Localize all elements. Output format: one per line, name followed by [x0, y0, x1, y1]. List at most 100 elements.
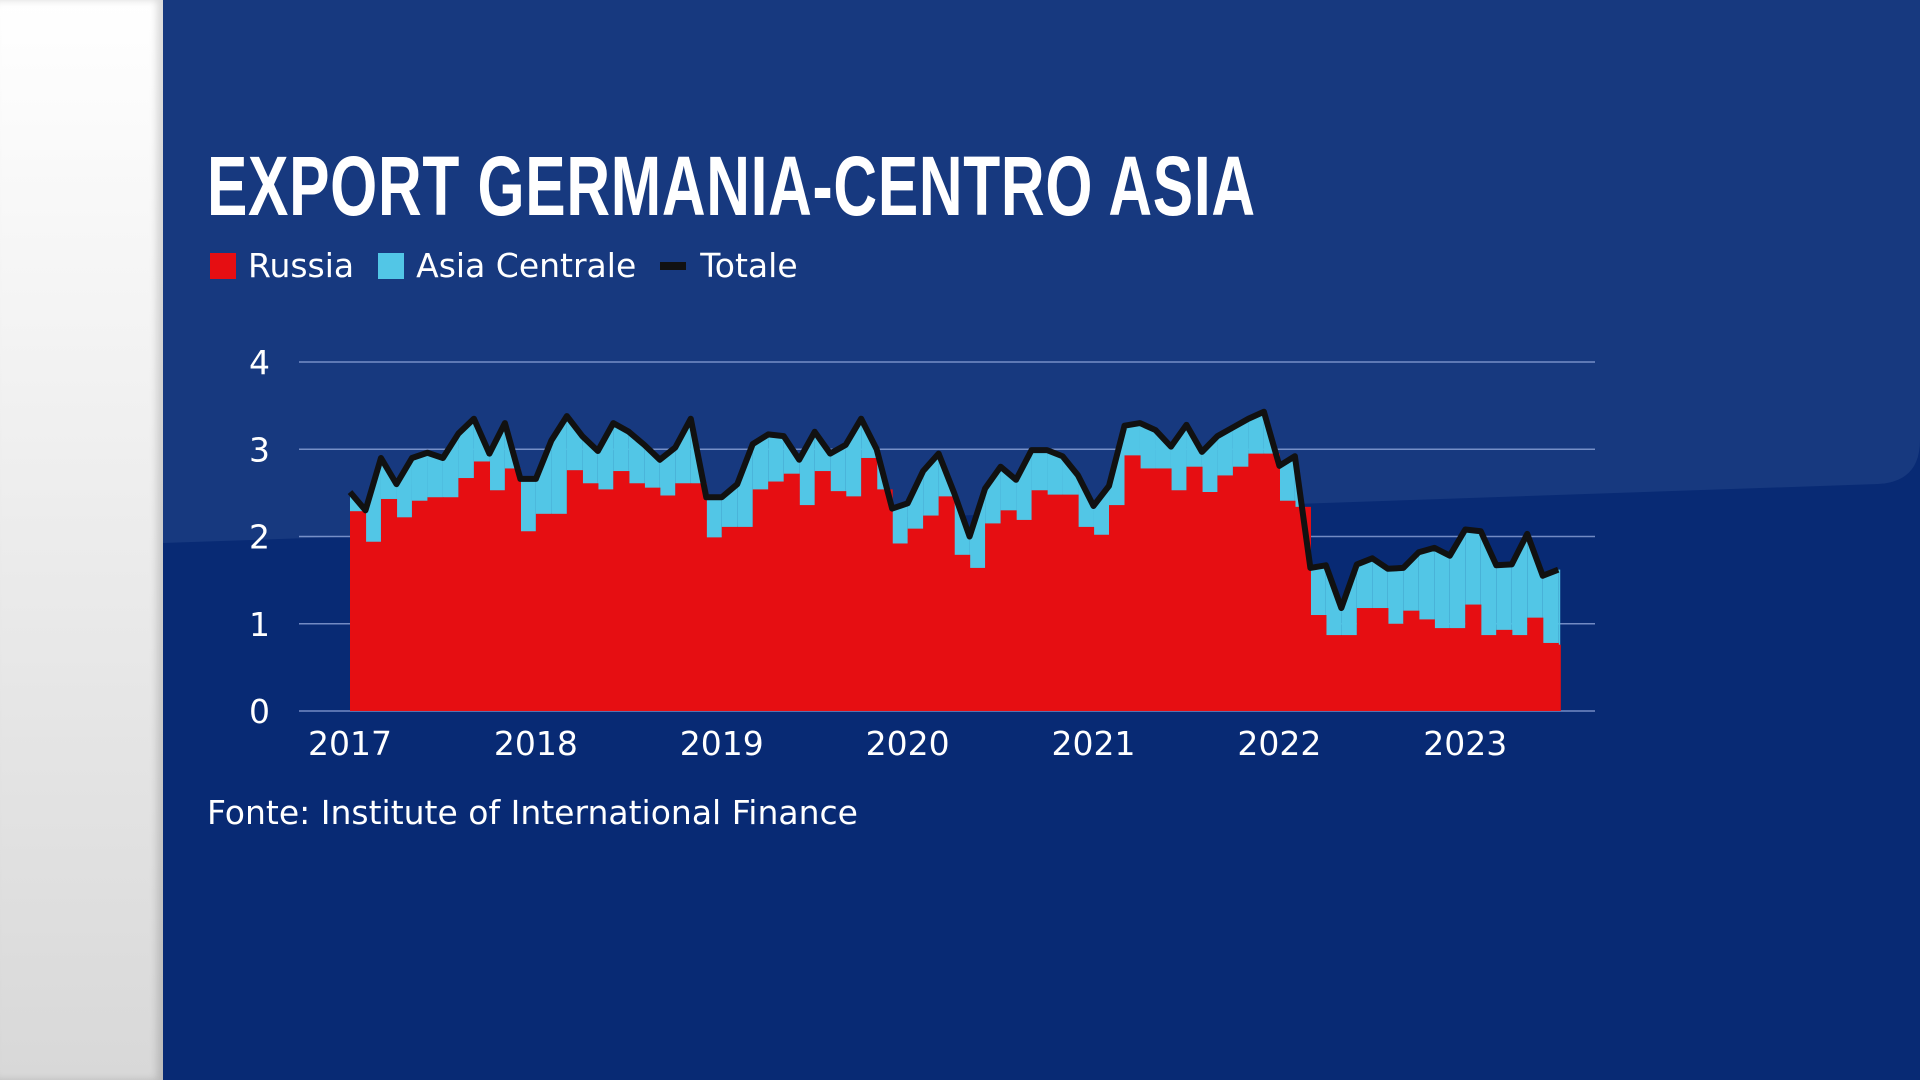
russia-bar [644, 487, 661, 711]
russia-bar [1248, 453, 1265, 711]
russia-bar [1434, 628, 1451, 711]
russia-bar [535, 513, 552, 711]
russia-bar [1016, 519, 1033, 711]
russia-bar [1109, 505, 1126, 711]
legend: Russia Asia Centrale Totale [210, 246, 822, 285]
russia-bar [1356, 608, 1373, 711]
russia-bar [380, 498, 398, 711]
russia-bar [628, 483, 645, 711]
russia-bar [892, 543, 909, 711]
totale-line-icon [660, 261, 687, 270]
russia-bar [1542, 642, 1559, 711]
asia-centrale-swatch-icon [378, 252, 405, 279]
x-tick-label: 2021 [1052, 724, 1136, 763]
x-tick-label: 2023 [1423, 724, 1507, 763]
russia-bar [1217, 475, 1234, 711]
russia-bar [1031, 490, 1048, 711]
russia-bar [520, 531, 537, 711]
y-tick-label: 3 [249, 430, 270, 469]
x-tick-label: 2020 [866, 724, 950, 763]
russia-bar [1000, 510, 1017, 711]
russia-bar [1372, 608, 1389, 711]
russia-bar [458, 478, 475, 711]
legend-item-russia: Russia [210, 246, 354, 285]
russia-bar [1279, 500, 1296, 711]
russia-bar [985, 523, 1002, 711]
russia-bar [752, 489, 769, 711]
y-tick-label: 4 [249, 343, 270, 382]
left-panel [0, 0, 163, 1080]
russia-bar [1186, 466, 1203, 711]
russia-bar [830, 491, 847, 711]
russia-bar [427, 497, 444, 711]
russia-bar [923, 515, 940, 711]
chart-title: EXPORT GERMANIA-CENTRO ASIA [207, 139, 1256, 233]
russia-bar [1527, 617, 1544, 711]
russia-bar [1449, 628, 1466, 711]
russia-bar [799, 505, 816, 711]
russia-bar [504, 468, 521, 711]
russia-bar [876, 489, 893, 711]
legend-label: Russia [248, 246, 355, 285]
russia-bar [1496, 629, 1513, 711]
russia-bar [582, 483, 599, 711]
russia-bar [1325, 635, 1342, 711]
russia-bar [969, 567, 986, 711]
russia-bar [365, 541, 382, 711]
russia-bar [1403, 610, 1420, 711]
russia-bar [1201, 492, 1219, 711]
russia-bar [954, 554, 971, 711]
y-tick-label: 0 [249, 692, 270, 731]
russia-bar [845, 496, 862, 711]
russia-bar [1387, 623, 1404, 711]
russia-bar [1511, 635, 1528, 711]
russia-bar [659, 495, 676, 711]
x-tick-label: 2019 [680, 724, 764, 763]
russia-bar [721, 526, 738, 711]
russia-bar [1310, 615, 1327, 711]
russia-bar [1155, 468, 1172, 711]
y-tick-label: 2 [249, 518, 270, 557]
russia-bar [1232, 466, 1250, 711]
russia-bar [938, 496, 955, 711]
russia-bar [411, 500, 429, 711]
russia-bar [1170, 490, 1188, 711]
russia-bar [613, 471, 630, 711]
x-tick-label: 2018 [494, 724, 578, 763]
russia-bar [597, 489, 614, 711]
legend-label: Asia Centrale [416, 246, 637, 285]
russia-bar [551, 513, 568, 711]
russia-bar [1418, 619, 1435, 711]
russia-bar [1093, 534, 1110, 711]
russia-swatch-icon [210, 252, 236, 279]
russia-bar [489, 490, 506, 711]
russia-bar [706, 537, 723, 711]
russia-bar [768, 481, 785, 711]
russia-bar [861, 457, 878, 711]
russia-bar [1341, 635, 1358, 711]
russia-bar [1139, 468, 1157, 711]
russia-bar [473, 461, 491, 711]
x-tick-label: 2022 [1237, 724, 1321, 763]
russia-bar [350, 511, 367, 711]
russia-bar [442, 497, 460, 711]
russia-bar [675, 483, 692, 711]
russia-bar [814, 471, 831, 711]
legend-label: Totale [700, 246, 798, 285]
russia-bar [566, 470, 583, 711]
russia-bar [1124, 455, 1141, 711]
russia-bar [1078, 526, 1095, 711]
russia-bar [1480, 635, 1497, 711]
russia-bar [396, 517, 413, 711]
x-tick-label: 2017 [308, 724, 392, 763]
russia-bar [1062, 494, 1079, 711]
russia-bar [1047, 494, 1064, 711]
russia-bar [1465, 604, 1482, 711]
y-tick-label: 1 [249, 605, 270, 644]
russia-bar [783, 473, 800, 711]
russia-bar [737, 526, 754, 711]
russia-bar [1263, 453, 1280, 711]
legend-item-asia-centrale: Asia Centrale [378, 246, 636, 285]
source-note: Fonte: Institute of International Financ… [207, 793, 858, 832]
